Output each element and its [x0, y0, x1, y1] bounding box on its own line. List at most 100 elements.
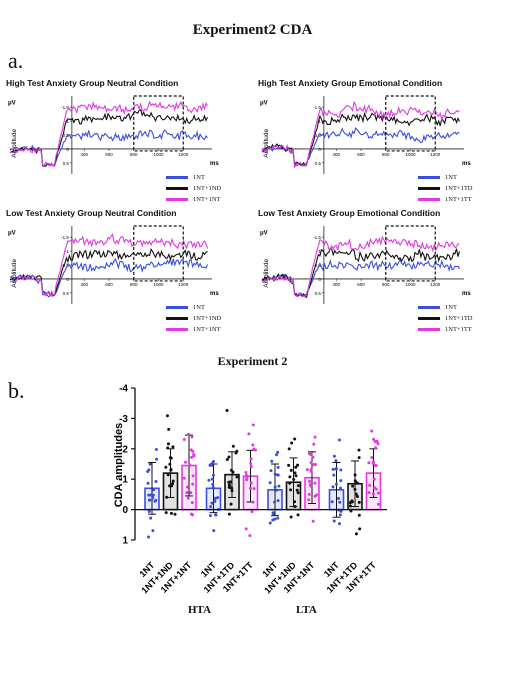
data-point	[148, 462, 152, 466]
x-tick-label: 400	[80, 282, 88, 287]
waveform-legend: 1NT 1NT+1ND 1NT+1NT	[166, 172, 221, 205]
waveform-legend: 1NT 1NT+1TD 1NT+1TT	[418, 172, 473, 205]
data-point	[147, 535, 151, 539]
y-tick-label: -1	[119, 475, 128, 486]
y-unit-label: μV	[8, 100, 16, 106]
y-unit-label: μV	[260, 100, 268, 106]
waveform-legend: 1NT 1NT+1ND 1NT+1NT	[166, 302, 221, 335]
data-point	[227, 480, 231, 484]
data-point	[367, 491, 371, 495]
data-point	[214, 513, 218, 517]
data-point	[231, 470, 235, 474]
data-point	[354, 480, 358, 484]
data-point	[309, 469, 313, 473]
data-point	[370, 456, 374, 460]
cda-window-box	[133, 95, 184, 152]
data-point	[338, 513, 342, 517]
x-tick-label: 600	[105, 282, 113, 287]
x-tick-label: 600	[357, 152, 365, 157]
data-point	[334, 467, 338, 471]
y-tick-label: -1.5	[61, 235, 69, 240]
waveform-title: Low Test Anxiety Group Emotional Conditi…	[258, 208, 441, 218]
data-point	[293, 471, 297, 475]
data-point	[354, 492, 358, 496]
data-point	[249, 462, 253, 466]
waveform-panel-hta-neutral: High Test Anxiety Group Neutral Conditio…	[6, 78, 241, 213]
waveform-trace	[261, 127, 460, 167]
data-point	[293, 505, 297, 509]
legend-swatch	[166, 317, 188, 320]
data-point	[357, 456, 361, 460]
data-point	[251, 443, 255, 447]
legend-label: 1NT+1TT	[445, 326, 472, 333]
x-tick-label: 400	[80, 152, 88, 157]
data-point	[154, 479, 158, 483]
y-tick-label: -3	[119, 414, 128, 425]
data-point	[168, 462, 172, 466]
data-point	[332, 519, 336, 523]
data-point	[182, 476, 186, 480]
data-point	[210, 463, 214, 467]
y-tick-label: -2	[119, 444, 128, 455]
legend-label: 1NT+1ND	[193, 315, 222, 322]
data-point	[173, 512, 177, 516]
data-point	[164, 511, 168, 515]
data-point	[276, 465, 280, 469]
y-tick-label: 0.5	[63, 161, 70, 166]
legend-label: 1NT	[445, 174, 457, 181]
legend-label: 1NT+1NT	[193, 196, 221, 203]
y-tick-label: 0	[122, 505, 128, 516]
data-point	[275, 488, 279, 492]
data-point	[152, 488, 156, 492]
data-point	[338, 486, 342, 490]
data-point	[188, 463, 192, 467]
data-point	[253, 448, 257, 452]
waveform-trace	[9, 256, 209, 298]
y-axis-label: Amplitude	[263, 259, 270, 288]
data-point	[376, 442, 380, 446]
x-tick-label: 400	[332, 282, 340, 287]
waveform-plot: -1.5 -1 -0.5 0 0.5 400 600 800 1000 1200 μV Amplitu…	[8, 95, 219, 174]
x-tick-label: 600	[105, 152, 113, 157]
y-tick-label: 1	[122, 536, 128, 547]
data-point	[147, 468, 151, 472]
waveform-panel-lta-neutral: Low Test Anxiety Group Neutral Condition…	[6, 208, 241, 343]
waveform-trace	[261, 247, 461, 298]
legend-entry: 1NT+1TT	[418, 194, 473, 205]
y-axis-label: Amplitude	[11, 259, 18, 288]
data-point	[211, 485, 215, 489]
data-point	[191, 513, 195, 517]
legend-swatch	[166, 176, 188, 179]
y-unit-label: μV	[260, 230, 268, 236]
data-point	[190, 455, 194, 459]
data-point	[289, 468, 293, 472]
data-point	[154, 448, 158, 452]
data-point	[166, 446, 170, 450]
data-point	[374, 487, 378, 491]
data-point	[269, 469, 273, 473]
data-point	[229, 502, 233, 506]
legend-entry: 1NT+1NT	[166, 194, 221, 205]
data-point	[309, 484, 313, 488]
legend-entry: 1NT	[418, 302, 473, 313]
data-point	[371, 492, 375, 496]
bar-chart-title: Experiment 2	[217, 354, 288, 368]
data-point	[146, 481, 150, 485]
waveform-panel-hta-emotional: High Test Anxiety Group Emotional Condit…	[258, 78, 493, 213]
legend-entry: 1NT+1NT	[166, 324, 221, 335]
y-tick-label: 0	[318, 277, 321, 282]
data-point	[277, 484, 281, 488]
legend-swatch	[418, 176, 440, 179]
data-point	[249, 465, 253, 469]
data-point	[276, 473, 280, 477]
y-axis-label: CDA amplitudes	[113, 423, 125, 508]
data-point	[147, 510, 151, 514]
legend-swatch	[418, 306, 440, 309]
legend-label: 1NT+1TD	[445, 315, 473, 322]
data-point	[192, 454, 196, 458]
data-point	[311, 519, 315, 523]
data-point	[212, 473, 216, 477]
data-point	[273, 485, 277, 489]
data-point	[227, 483, 231, 487]
